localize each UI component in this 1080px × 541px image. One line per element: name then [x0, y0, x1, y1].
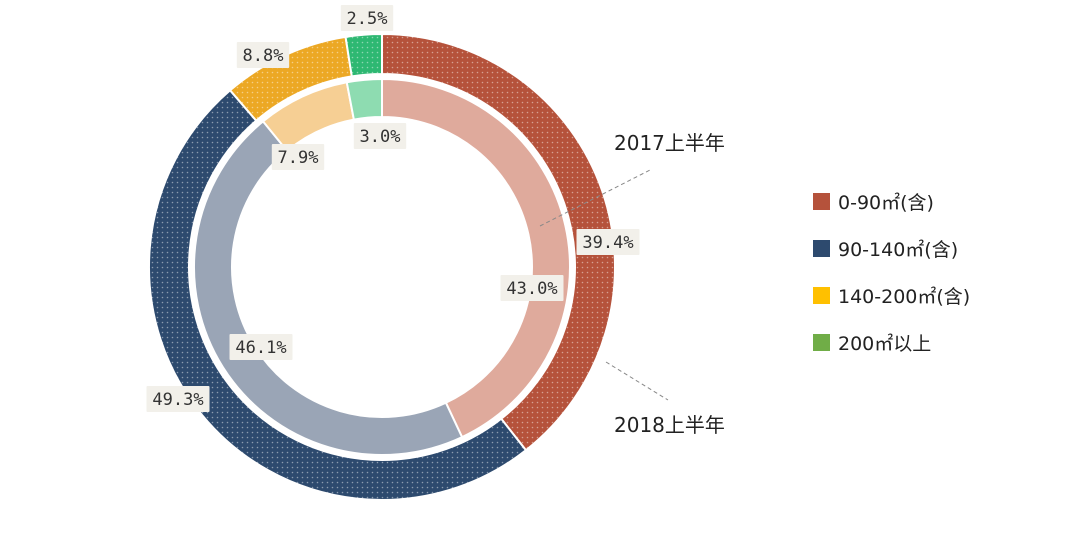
data-label-outer-2: 8.8% — [236, 42, 290, 68]
ring-leader-lines — [539, 169, 669, 401]
data-label-text-outer-0: 39.4% — [582, 233, 633, 253]
leader-line-outer — [605, 361, 669, 401]
data-label-box-inner-3 — [353, 123, 407, 149]
legend-item-1: 90-140㎡(含) — [813, 238, 958, 261]
slice-texture-outer-1 — [148, 90, 526, 501]
inner-ring-2017 — [193, 77, 571, 456]
ring-labels: 2017上半年 2018上半年 — [614, 131, 725, 437]
legend-swatch-0 — [813, 193, 830, 210]
data-label-text-outer-3: 2.5% — [347, 9, 388, 29]
data-label-text-inner-1: 46.1% — [235, 338, 286, 358]
data-label-box-outer-2 — [236, 42, 290, 68]
legend-item-2: 140-200㎡(含) — [813, 285, 970, 308]
ring-label-inner: 2017上半年 — [614, 131, 725, 155]
slice-inner-3-200 — [345, 77, 383, 121]
data-label-text-inner-0: 43.0% — [506, 279, 557, 299]
data-label-inner-2: 7.9% — [271, 144, 325, 170]
legend-swatch-1 — [813, 240, 830, 257]
legend-item-0: 0-90㎡(含) — [813, 191, 934, 214]
data-label-text-outer-1: 49.3% — [152, 390, 203, 410]
legend-swatch-3 — [813, 334, 830, 351]
data-label-inner-1: 46.1% — [229, 334, 293, 360]
data-label-box-inner-2 — [271, 144, 325, 170]
data-label-box-inner-0 — [500, 275, 564, 301]
data-label-box-inner-1 — [229, 334, 293, 360]
data-label-box-outer-1 — [146, 386, 210, 412]
slice-texture-outer-0 — [382, 34, 615, 451]
legend-swatch-2 — [813, 287, 830, 304]
data-labels: 39.4% 49.3% 8.8% 2.5% 43.0% 46.1% 7.9% 3.0% — [146, 5, 640, 412]
data-label-inner-0: 43.0% — [500, 275, 564, 301]
data-label-text-inner-3: 3.0% — [360, 127, 401, 147]
slice-inner-0-0-90 — [381, 77, 571, 439]
data-label-box-outer-0 — [576, 229, 640, 255]
ring-label-outer: 2018上半年 — [614, 413, 725, 437]
data-label-outer-0: 39.4% — [576, 229, 640, 255]
slice-inner-1-90-140 — [193, 119, 464, 456]
slice-texture-outer-3 — [345, 34, 382, 77]
data-label-box-outer-3 — [340, 5, 394, 31]
data-label-inner-3: 3.0% — [353, 123, 407, 149]
legend-label-1: 90-140㎡(含) — [838, 238, 958, 261]
data-label-text-outer-2: 8.8% — [243, 46, 284, 66]
outer-ring-2018 — [148, 32, 616, 501]
legend-label-0: 0-90㎡(含) — [838, 191, 934, 214]
data-label-text-inner-2: 7.9% — [278, 148, 319, 168]
data-label-outer-3: 2.5% — [340, 5, 394, 31]
slice-texture-outer-2 — [230, 36, 352, 121]
data-label-outer-1: 49.3% — [146, 386, 210, 412]
legend: 0-90㎡(含) 90-140㎡(含) 140-200㎡(含) 200㎡以上 — [813, 191, 970, 355]
legend-label-3: 200㎡以上 — [838, 332, 931, 355]
legend-item-3: 200㎡以上 — [813, 332, 931, 355]
legend-label-2: 140-200㎡(含) — [838, 285, 970, 308]
